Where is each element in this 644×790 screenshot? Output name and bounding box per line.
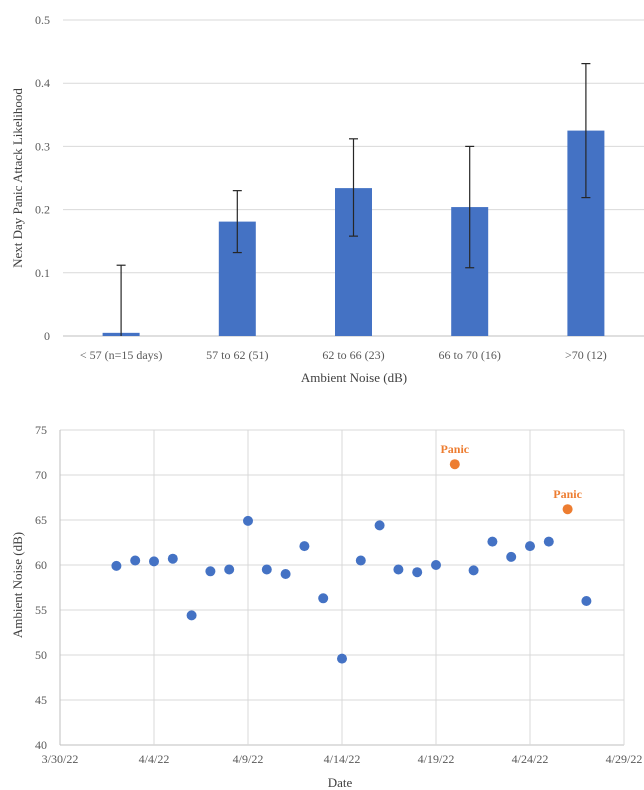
scatter-point: [506, 551, 517, 562]
bar-y-tick-label: 0: [44, 329, 50, 343]
scatter-y-tick-label: 60: [35, 558, 47, 572]
bar-y-tick-label: 0.1: [35, 266, 50, 280]
panic-point: [562, 504, 573, 515]
scatter-point: [280, 569, 291, 579]
scatter-point: [205, 566, 216, 577]
scatter-point: [299, 541, 310, 552]
scatter-y-axis-title: Ambient Noise (dB): [10, 532, 25, 638]
scatter-point: [243, 515, 253, 526]
scatter-point: [337, 653, 347, 664]
bar-y-axis-title: Next Day Panic Attack Likelihood: [10, 88, 25, 268]
scatter-y-tick-label: 65: [35, 513, 47, 527]
bar-x-axis-title: Ambient Noise (dB): [301, 370, 407, 385]
scatter-point: [525, 541, 535, 552]
scatter-point: [111, 560, 122, 571]
scatter-x-tick-label: 4/9/22: [233, 752, 264, 766]
bar-x-tick-labels: < 57 (n=15 days) 57 to 62 (51) 62 to 66 (2…: [80, 348, 607, 362]
panic-annotation: Panic: [440, 442, 469, 456]
scatter-x-tick-labels: 3/30/22 4/4/22 4/9/22 4/14/22 4/19/22 4/24/22…: [42, 752, 643, 766]
scatter-x-tick-label: 4/14/22: [324, 752, 361, 766]
scatter-annotations: Panic Panic: [440, 442, 582, 501]
bar-y-tick-labels: 0 0.1 0.2 0.3 0.4 0.5: [35, 13, 50, 343]
bar-y-tick-label: 0.5: [35, 13, 50, 27]
scatter-point: [581, 596, 592, 606]
panic-annotation: Panic: [553, 487, 582, 501]
panic-point: [449, 459, 460, 470]
bar-x-tick-label: 62 to 66 (23): [322, 348, 384, 362]
scatter-series: [111, 459, 592, 664]
scatter-x-tick-label: 4/19/22: [418, 752, 455, 766]
scatter-x-tick-label: 4/29/22: [606, 752, 643, 766]
scatter-y-tick-labels: 40 45 50 55 60 65 70 75: [35, 423, 47, 752]
scatter-chart: Panic Panic 40 45 50 55 60 65 70 75 3/30/22 4/4/2…: [10, 423, 643, 790]
scatter-point: [374, 520, 385, 531]
bar-chart: 0 0.1 0.2 0.3 0.4 0.5 < 57 (n=15 days) 57 to 6…: [10, 13, 644, 385]
scatter-point: [149, 556, 159, 567]
scatter-x-tick-label: 4/24/22: [512, 752, 549, 766]
scatter-point: [355, 555, 366, 566]
scatter-x-axis-title: Date: [328, 775, 353, 790]
scatter-point: [543, 536, 554, 547]
scatter-point: [412, 567, 423, 578]
scatter-point: [487, 536, 498, 547]
scatter-y-tick-label: 55: [35, 603, 47, 617]
bar-x-tick-label: 57 to 62 (51): [206, 348, 268, 362]
scatter-point: [261, 564, 272, 575]
scatter-point: [224, 564, 235, 575]
bar-x-tick-label: 66 to 70 (16): [439, 348, 501, 362]
bar-y-tick-label: 0.3: [35, 139, 50, 153]
scatter-x-tick-label: 3/30/22: [42, 752, 79, 766]
bar-y-tick-label: 0.2: [35, 203, 50, 217]
scatter-point: [130, 555, 141, 566]
bar-y-tick-label: 0.4: [35, 76, 50, 90]
scatter-x-tick-label: 4/4/22: [139, 752, 170, 766]
scatter-point: [431, 560, 441, 570]
bar-x-tick-label: >70 (12): [565, 348, 607, 362]
scatter-y-tick-label: 75: [35, 423, 47, 437]
scatter-point: [468, 565, 479, 576]
scatter-point: [167, 553, 178, 564]
scatter-y-tick-label: 45: [35, 693, 47, 707]
scatter-point: [186, 610, 197, 621]
scatter-y-tick-label: 70: [35, 468, 47, 482]
scatter-gridlines: [59, 429, 625, 746]
scatter-y-tick-label: 40: [35, 738, 47, 752]
bar-x-tick-label: < 57 (n=15 days): [80, 348, 163, 362]
scatter-point: [318, 593, 329, 604]
scatter-point: [393, 564, 404, 575]
bar-error-bars: [116, 63, 591, 336]
scatter-y-tick-label: 50: [35, 648, 47, 662]
